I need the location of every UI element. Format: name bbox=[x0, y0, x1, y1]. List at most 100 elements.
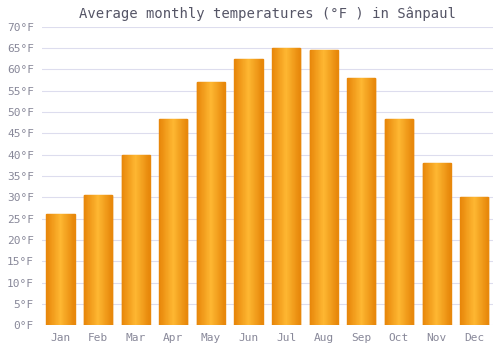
Bar bbox=[443, 163, 444, 326]
Bar bbox=[331, 50, 332, 326]
Bar bbox=[105, 195, 106, 326]
Bar bbox=[294, 48, 295, 326]
Bar bbox=[470, 197, 471, 326]
Bar bbox=[399, 119, 400, 326]
Bar bbox=[469, 197, 470, 326]
Bar bbox=[212, 82, 213, 326]
Bar bbox=[208, 82, 209, 326]
Bar bbox=[216, 82, 217, 326]
Bar bbox=[434, 163, 435, 326]
Bar bbox=[292, 48, 293, 326]
Bar bbox=[67, 215, 68, 326]
Bar bbox=[438, 163, 439, 326]
Bar bbox=[209, 82, 210, 326]
Bar bbox=[111, 195, 112, 326]
Bar bbox=[468, 197, 469, 326]
Bar bbox=[221, 82, 222, 326]
Bar bbox=[104, 195, 105, 326]
Bar bbox=[486, 197, 487, 326]
Bar bbox=[186, 119, 187, 326]
Bar bbox=[358, 78, 359, 326]
Bar bbox=[142, 155, 143, 326]
Bar bbox=[218, 82, 219, 326]
Bar bbox=[310, 50, 311, 326]
Bar bbox=[319, 50, 320, 326]
Bar bbox=[166, 119, 167, 326]
Bar bbox=[360, 78, 361, 326]
Bar bbox=[215, 82, 216, 326]
Bar bbox=[95, 195, 96, 326]
Bar bbox=[320, 50, 321, 326]
Bar bbox=[361, 78, 362, 326]
Bar bbox=[445, 163, 446, 326]
Bar bbox=[375, 78, 376, 326]
Bar bbox=[349, 78, 350, 326]
Bar bbox=[485, 197, 486, 326]
Bar bbox=[296, 48, 297, 326]
Bar bbox=[484, 197, 485, 326]
Bar bbox=[293, 48, 294, 326]
Bar bbox=[348, 78, 349, 326]
Bar bbox=[272, 48, 273, 326]
Bar bbox=[390, 119, 391, 326]
Bar bbox=[465, 197, 466, 326]
Bar bbox=[289, 48, 290, 326]
Bar bbox=[389, 119, 390, 326]
Bar bbox=[135, 155, 136, 326]
Bar bbox=[144, 155, 145, 326]
Bar bbox=[367, 78, 368, 326]
Bar bbox=[411, 119, 412, 326]
Bar bbox=[161, 119, 162, 326]
Bar bbox=[354, 78, 355, 326]
Bar bbox=[217, 82, 218, 326]
Bar bbox=[435, 163, 436, 326]
Bar bbox=[432, 163, 433, 326]
Bar bbox=[253, 59, 254, 326]
Bar bbox=[351, 78, 352, 326]
Bar bbox=[171, 119, 172, 326]
Bar bbox=[128, 155, 129, 326]
Bar bbox=[322, 50, 323, 326]
Bar bbox=[314, 50, 316, 326]
Bar bbox=[91, 195, 92, 326]
Title: Average monthly temperatures (°F ) in Sânpaul: Average monthly temperatures (°F ) in Sâ… bbox=[79, 7, 456, 21]
Bar bbox=[406, 119, 407, 326]
Bar bbox=[405, 119, 406, 326]
Bar bbox=[318, 50, 319, 326]
Bar bbox=[101, 195, 102, 326]
Bar bbox=[372, 78, 373, 326]
Bar bbox=[441, 163, 442, 326]
Bar bbox=[325, 50, 326, 326]
Bar bbox=[466, 197, 467, 326]
Bar bbox=[393, 119, 394, 326]
Bar bbox=[364, 78, 365, 326]
Bar bbox=[462, 197, 463, 326]
Bar bbox=[86, 195, 88, 326]
Bar bbox=[424, 163, 425, 326]
Bar bbox=[440, 163, 441, 326]
Bar bbox=[149, 155, 150, 326]
Bar bbox=[373, 78, 374, 326]
Bar bbox=[178, 119, 179, 326]
Bar bbox=[70, 215, 71, 326]
Bar bbox=[220, 82, 221, 326]
Bar bbox=[473, 197, 474, 326]
Bar bbox=[433, 163, 434, 326]
Bar bbox=[352, 78, 353, 326]
Bar bbox=[94, 195, 95, 326]
Bar bbox=[50, 215, 51, 326]
Bar bbox=[48, 215, 49, 326]
Bar bbox=[356, 78, 357, 326]
Bar bbox=[147, 155, 148, 326]
Bar bbox=[108, 195, 110, 326]
Bar bbox=[60, 215, 61, 326]
Bar bbox=[58, 215, 59, 326]
Bar bbox=[259, 59, 260, 326]
Bar bbox=[290, 48, 291, 326]
Bar bbox=[477, 197, 478, 326]
Bar bbox=[88, 195, 89, 326]
Bar bbox=[46, 215, 47, 326]
Bar bbox=[130, 155, 131, 326]
Bar bbox=[238, 59, 239, 326]
Bar bbox=[205, 82, 206, 326]
